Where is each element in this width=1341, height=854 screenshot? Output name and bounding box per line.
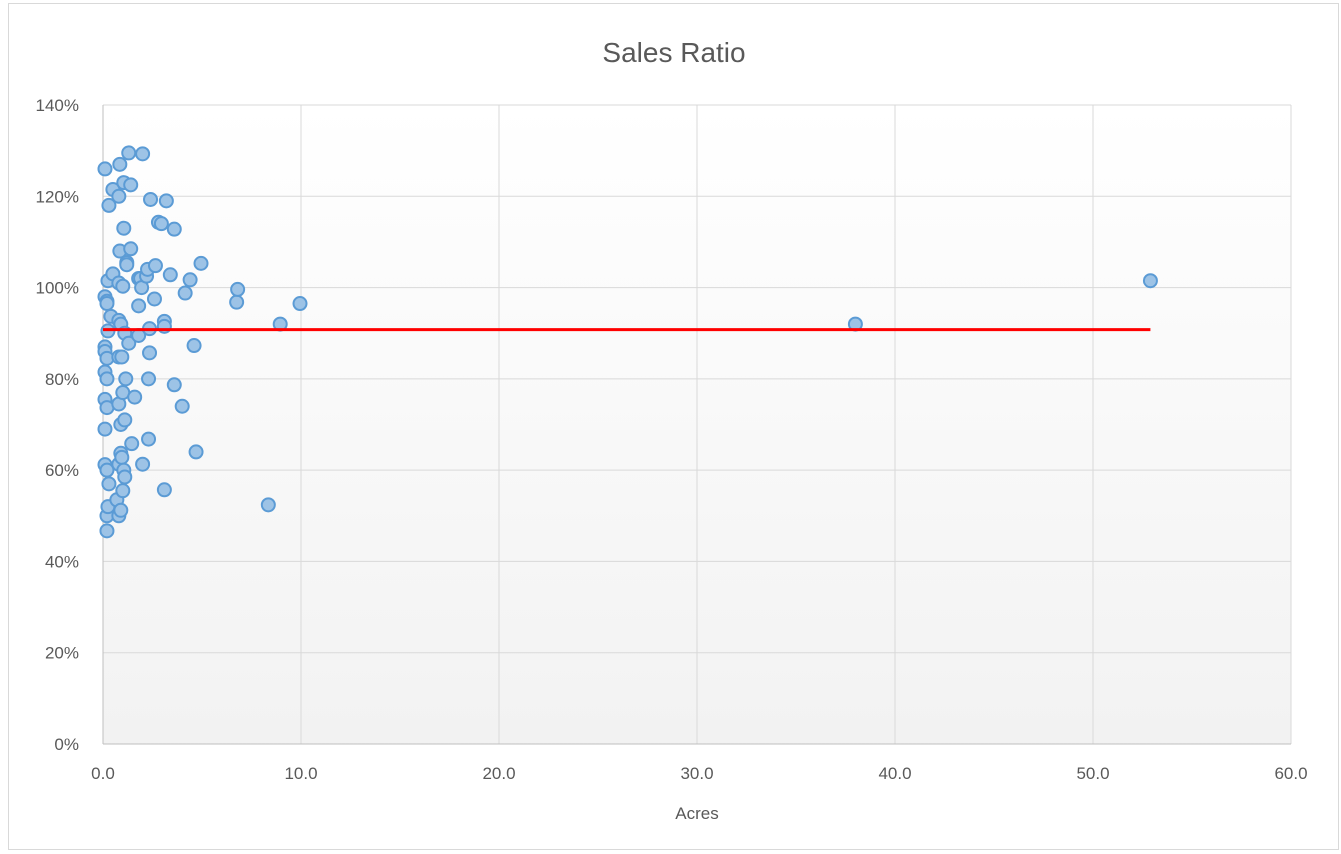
data-point <box>123 177 139 193</box>
data-point <box>193 255 209 271</box>
data-point <box>99 523 115 539</box>
scatter-chart: 0.0 10.0 20.0 30.0 40.0 50.0 60.0 0% 20% 40% 60% 80… <box>36 37 1308 823</box>
data-point <box>121 335 137 351</box>
data-point <box>118 371 134 387</box>
y-tick-label: 20% <box>45 644 79 663</box>
data-points <box>97 145 1158 539</box>
gridlines <box>103 104 1292 744</box>
data-point <box>115 278 131 294</box>
data-point <box>153 216 169 232</box>
data-point <box>166 377 182 393</box>
data-point <box>174 398 190 414</box>
y-tick-label: 120% <box>36 187 79 206</box>
data-point <box>177 285 193 301</box>
data-point <box>166 221 182 237</box>
data-point <box>116 220 132 236</box>
data-point <box>162 267 178 283</box>
data-point <box>117 412 133 428</box>
data-point <box>101 476 117 492</box>
data-point <box>99 296 115 312</box>
data-point <box>112 156 128 172</box>
data-point <box>123 241 139 257</box>
data-point <box>119 257 135 273</box>
y-tick-label: 140% <box>36 96 79 115</box>
data-point <box>135 146 151 162</box>
data-point <box>124 436 140 452</box>
data-point <box>111 188 127 204</box>
data-point <box>142 345 158 361</box>
data-point <box>97 421 113 437</box>
data-point <box>117 469 133 485</box>
x-tick-label: 40.0 <box>878 764 911 783</box>
y-tick-label: 80% <box>45 370 79 389</box>
data-point <box>131 298 147 314</box>
data-point <box>156 482 172 498</box>
tick-labels: 0.0 10.0 20.0 30.0 40.0 50.0 60.0 0% 20% 40% 60% 80… <box>36 96 1308 783</box>
data-point <box>113 502 129 518</box>
data-point <box>1142 273 1158 289</box>
y-tick-label: 60% <box>45 461 79 480</box>
data-point <box>158 193 174 209</box>
data-point <box>115 483 131 499</box>
data-point <box>141 371 157 387</box>
x-tick-label: 20.0 <box>482 764 515 783</box>
y-tick-label: 0% <box>54 735 79 754</box>
y-tick-label: 100% <box>36 279 79 298</box>
x-tick-label: 30.0 <box>680 764 713 783</box>
data-point <box>146 291 162 307</box>
y-tick-label: 40% <box>45 552 79 571</box>
x-tick-label: 10.0 <box>284 764 317 783</box>
data-point <box>97 161 113 177</box>
data-point <box>127 389 143 405</box>
x-axis-title: Acres <box>675 804 718 823</box>
data-point <box>114 449 130 465</box>
x-tick-label: 0.0 <box>91 764 115 783</box>
data-point <box>141 431 157 447</box>
data-point <box>188 444 204 460</box>
data-point <box>147 258 163 274</box>
data-point <box>143 191 159 207</box>
chart-frame: 0.0 10.0 20.0 30.0 40.0 50.0 60.0 0% 20% 40% 60% 80… <box>8 3 1339 850</box>
data-point <box>229 294 245 310</box>
data-point <box>230 281 246 297</box>
x-tick-label: 60.0 <box>1274 764 1307 783</box>
data-point <box>292 296 308 312</box>
data-point <box>99 371 115 387</box>
data-point <box>121 145 137 161</box>
data-point <box>101 197 117 213</box>
data-point <box>135 456 151 472</box>
x-tick-label: 50.0 <box>1076 764 1109 783</box>
data-point <box>260 497 276 513</box>
data-point <box>114 349 130 365</box>
data-point <box>182 272 198 288</box>
data-point <box>186 338 202 354</box>
chart-title: Sales Ratio <box>602 37 745 68</box>
